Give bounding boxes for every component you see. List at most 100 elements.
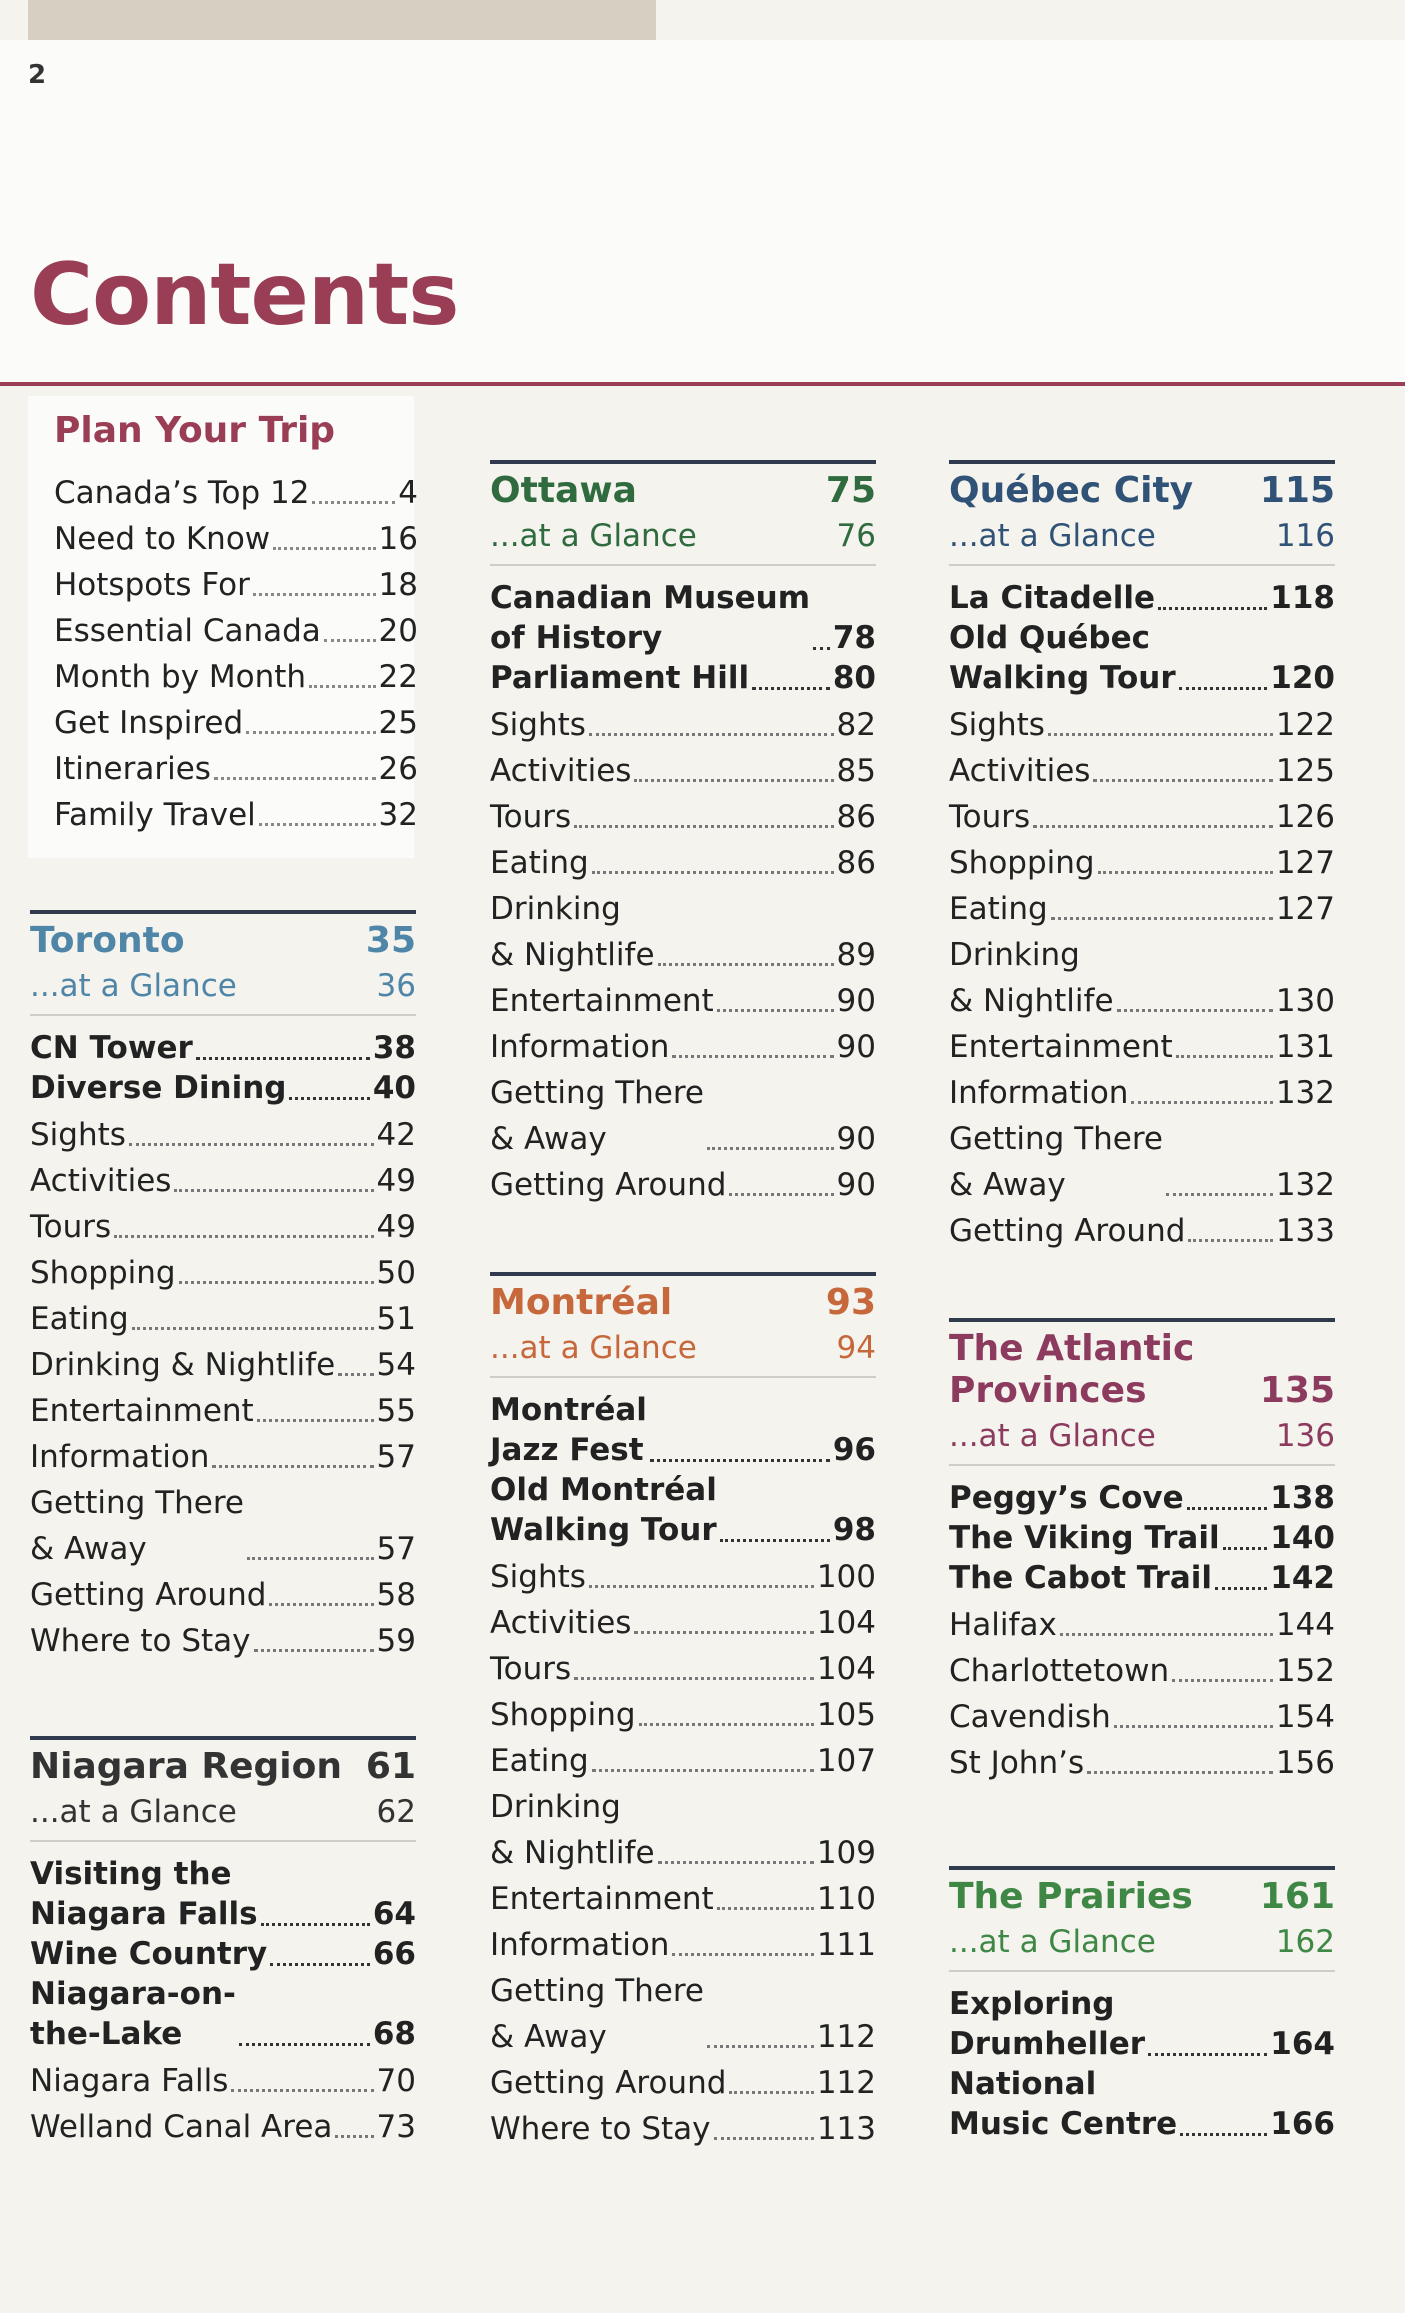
- dot-leader: [338, 1373, 374, 1376]
- toc-entry[interactable]: Entertainment 131: [949, 1024, 1335, 1070]
- toc-entry[interactable]: Information 90: [490, 1024, 876, 1070]
- toc-entry[interactable]: Getting Around 133: [949, 1208, 1335, 1254]
- toc-entry[interactable]: La Citadelle 118: [949, 578, 1335, 618]
- toc-entry[interactable]: Shopping 127: [949, 840, 1335, 886]
- glance-row[interactable]: ...at a Glance 36: [30, 964, 416, 1016]
- section-title[interactable]: The Prairies: [949, 1876, 1193, 1917]
- toc-entry[interactable]: Montréal Jazz Fest 96: [490, 1390, 876, 1470]
- toc-entry[interactable]: Tours 126: [949, 794, 1335, 840]
- toc-entry[interactable]: Entertainment 110: [490, 1876, 876, 1922]
- glance-row[interactable]: ...at a Glance 76: [490, 514, 876, 566]
- toc-entry[interactable]: Activities 85: [490, 748, 876, 794]
- toc-entry[interactable]: Shopping 105: [490, 1692, 876, 1738]
- toc-entry[interactable]: Parliament Hill 80: [490, 658, 876, 698]
- toc-entry[interactable]: Family Travel 32: [54, 792, 418, 838]
- toc-entry[interactable]: Halifax 144: [949, 1602, 1335, 1648]
- glance-row[interactable]: ...at a Glance 94: [490, 1326, 876, 1378]
- toc-entry[interactable]: Niagara Falls 70: [30, 2058, 416, 2104]
- toc-entry[interactable]: Canadian Museum of History 78: [490, 578, 876, 658]
- toc-entry[interactable]: Exploring Drumheller 164: [949, 1984, 1335, 2064]
- glance-row[interactable]: ...at a Glance 116: [949, 514, 1335, 566]
- toc-entry[interactable]: Information 132: [949, 1070, 1335, 1116]
- toc-entry[interactable]: The Viking Trail 140: [949, 1518, 1335, 1558]
- toc-entry[interactable]: Getting Around 112: [490, 2060, 876, 2106]
- toc-entry[interactable]: Tours 49: [30, 1204, 416, 1250]
- toc-entry[interactable]: Information 57: [30, 1434, 416, 1480]
- glance-row[interactable]: ...at a Glance 62: [30, 1790, 416, 1842]
- toc-entry[interactable]: Drinking & Nightlife 130: [949, 932, 1335, 1024]
- toc-entry[interactable]: Getting There & Away 57: [30, 1480, 416, 1572]
- section-title[interactable]: Québec City: [949, 470, 1194, 511]
- dot-leader: [1113, 1725, 1273, 1728]
- toc-entry[interactable]: Hotspots For 18: [54, 562, 418, 608]
- toc-entry[interactable]: Eating 86: [490, 840, 876, 886]
- toc-entry[interactable]: St John’s 156: [949, 1740, 1335, 1786]
- toc-entry-label: Sights: [30, 1117, 126, 1153]
- toc-entry[interactable]: Sights 122: [949, 702, 1335, 748]
- section-header: Québec City 115: [949, 470, 1335, 512]
- toc-entry[interactable]: Niagara-on- the-Lake 68: [30, 1974, 416, 2054]
- toc-entry[interactable]: Where to Stay 59: [30, 1618, 416, 1664]
- toc-entry[interactable]: Essential Canada 20: [54, 608, 418, 654]
- toc-entry[interactable]: Itineraries 26: [54, 746, 418, 792]
- toc-entry[interactable]: Drinking & Nightlife 109: [490, 1784, 876, 1876]
- dot-leader: [1186, 1507, 1268, 1510]
- dot-leader: [634, 1631, 814, 1634]
- section-title[interactable]: Montréal: [490, 1282, 673, 1323]
- toc-entry[interactable]: Entertainment 55: [30, 1388, 416, 1434]
- toc-entry[interactable]: Getting There & Away 132: [949, 1116, 1335, 1208]
- toc-entry[interactable]: Drinking & Nightlife 89: [490, 886, 876, 978]
- section-title[interactable]: The Atlantic Provinces: [949, 1328, 1195, 1411]
- section-header: The Prairies 161: [949, 1876, 1335, 1918]
- toc-entry[interactable]: Tours 104: [490, 1646, 876, 1692]
- toc-entry[interactable]: Month by Month 22: [54, 654, 418, 700]
- toc-entry[interactable]: Charlottetown 152: [949, 1648, 1335, 1694]
- toc-entry[interactable]: Old Québec Walking Tour 120: [949, 618, 1335, 698]
- section-title[interactable]: Niagara Region: [30, 1746, 343, 1787]
- toc-entry[interactable]: Visiting the Niagara Falls 64: [30, 1854, 416, 1934]
- toc-entry-label: CN Tower: [30, 1030, 193, 1066]
- toc-entry[interactable]: Sights 100: [490, 1554, 876, 1600]
- toc-entry[interactable]: Welland Canal Area 73: [30, 2104, 416, 2150]
- toc-entry[interactable]: Information 111: [490, 1922, 876, 1968]
- toc-entry[interactable]: Activities 49: [30, 1158, 416, 1204]
- toc-entry[interactable]: Diverse Dining 40: [30, 1068, 416, 1108]
- toc-entry[interactable]: Getting There & Away 112: [490, 1968, 876, 2060]
- toc-entry-page: 100: [816, 1559, 876, 1595]
- toc-entry[interactable]: Entertainment 90: [490, 978, 876, 1024]
- dot-leader: [1050, 917, 1273, 920]
- glance-label: ...at a Glance: [30, 1794, 237, 1830]
- toc-entry[interactable]: Canada’s Top 12 4: [54, 470, 418, 516]
- toc-entry[interactable]: Getting Around 58: [30, 1572, 416, 1618]
- section-title[interactable]: Toronto: [30, 920, 185, 961]
- toc-entry[interactable]: Eating 51: [30, 1296, 416, 1342]
- toc-entry[interactable]: Eating 127: [949, 886, 1335, 932]
- toc-entry[interactable]: Getting Around 90: [490, 1162, 876, 1208]
- toc-entry[interactable]: The Cabot Trail 142: [949, 1558, 1335, 1598]
- toc-entry[interactable]: Getting There & Away 90: [490, 1070, 876, 1162]
- toc-entry-page: 125: [1275, 753, 1335, 789]
- toc-entry[interactable]: Eating 107: [490, 1738, 876, 1784]
- glance-label: ...at a Glance: [949, 1418, 1156, 1454]
- toc-entry[interactable]: Cavendish 154: [949, 1694, 1335, 1740]
- toc-entry-label: Getting Around: [490, 1167, 727, 1203]
- toc-entry[interactable]: Drinking & Nightlife 54: [30, 1342, 416, 1388]
- toc-entry[interactable]: Peggy’s Cove 138: [949, 1478, 1335, 1518]
- toc-entry[interactable]: Tours 86: [490, 794, 876, 840]
- toc-entry[interactable]: Get Inspired 25: [54, 700, 418, 746]
- glance-row[interactable]: ...at a Glance 136: [949, 1414, 1335, 1466]
- toc-entry[interactable]: Need to Know 16: [54, 516, 418, 562]
- glance-row[interactable]: ...at a Glance 162: [949, 1920, 1335, 1972]
- toc-entry[interactable]: CN Tower 38: [30, 1028, 416, 1068]
- dot-leader: [231, 2089, 374, 2092]
- toc-entry[interactable]: National Music Centre 166: [949, 2064, 1335, 2144]
- toc-entry[interactable]: Activities 125: [949, 748, 1335, 794]
- toc-entry[interactable]: Shopping 50: [30, 1250, 416, 1296]
- toc-entry[interactable]: Where to Stay 113: [490, 2106, 876, 2152]
- toc-entry[interactable]: Sights 42: [30, 1112, 416, 1158]
- toc-entry[interactable]: Activities 104: [490, 1600, 876, 1646]
- toc-entry[interactable]: Sights 82: [490, 702, 876, 748]
- toc-entry[interactable]: Wine Country 66: [30, 1934, 416, 1974]
- toc-entry[interactable]: Old Montréal Walking Tour 98: [490, 1470, 876, 1550]
- section-title[interactable]: Ottawa: [490, 470, 637, 511]
